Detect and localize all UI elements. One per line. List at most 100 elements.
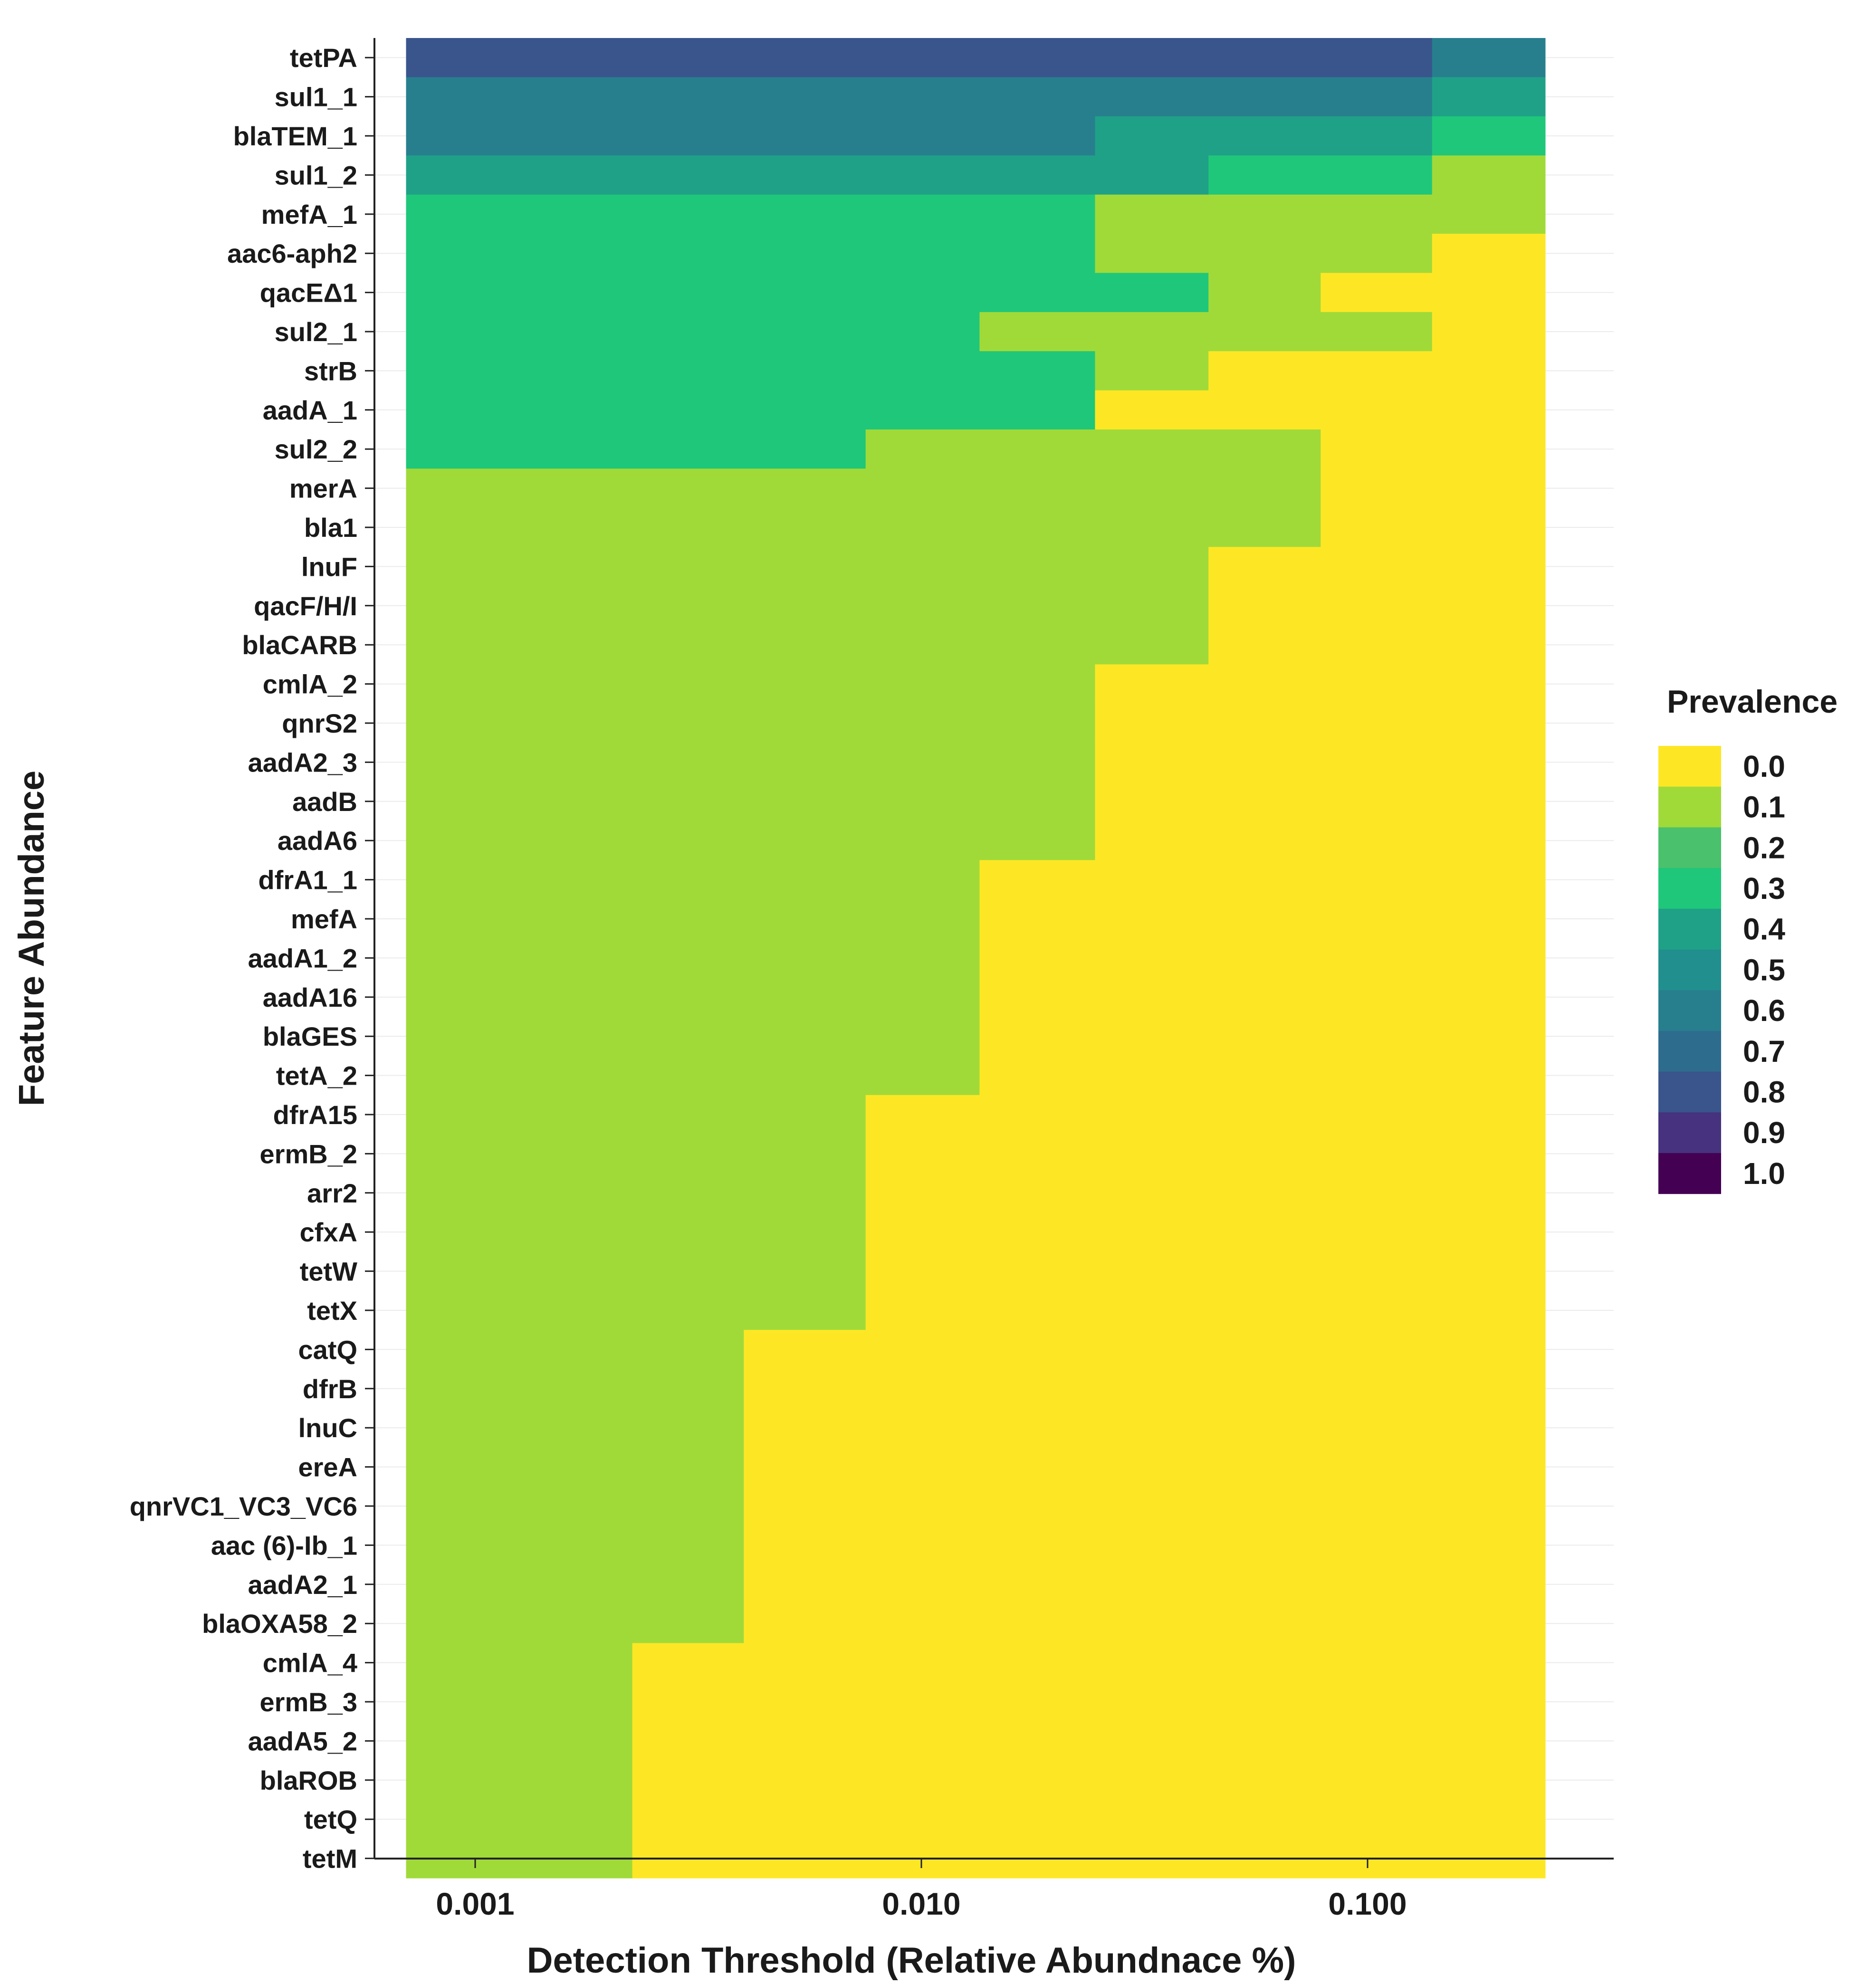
heatmap-cell bbox=[865, 390, 980, 430]
legend-swatch bbox=[1658, 786, 1721, 828]
heatmap-cell bbox=[744, 38, 866, 78]
heatmap-cell bbox=[518, 155, 633, 195]
y-tick-label: blaTEM_1 bbox=[233, 121, 357, 151]
heatmap-cell bbox=[1208, 77, 1321, 117]
heatmap-cell bbox=[744, 1564, 866, 1604]
heatmap-cell bbox=[518, 1526, 633, 1565]
heatmap-cell bbox=[1095, 860, 1209, 900]
heatmap-cell bbox=[744, 468, 866, 508]
heatmap-cell bbox=[1321, 77, 1433, 117]
heatmap-cell bbox=[1432, 1330, 1546, 1370]
y-tick-label: lnuC bbox=[298, 1413, 357, 1443]
heatmap-cell bbox=[1208, 821, 1321, 861]
legend-label: 0.4 bbox=[1743, 912, 1785, 946]
heatmap-cell bbox=[1432, 1800, 1546, 1840]
heatmap-cell bbox=[1095, 116, 1209, 156]
heatmap-cell bbox=[406, 234, 519, 274]
heatmap-cell bbox=[1321, 586, 1433, 626]
heatmap-cell bbox=[744, 1173, 866, 1213]
y-tick-labels: tetPA sul1_1 blaTEM_1 sul1_2 mefA_1 aac6-aph2… bbox=[130, 43, 357, 1873]
heatmap-cell bbox=[1208, 782, 1321, 821]
heatmap-cell bbox=[744, 77, 866, 117]
heatmap-cell bbox=[518, 1134, 633, 1174]
heatmap-cell bbox=[1208, 1526, 1321, 1565]
heatmap-cell bbox=[1432, 1369, 1546, 1409]
heatmap-cell bbox=[406, 743, 519, 782]
legend-label: 0.5 bbox=[1743, 953, 1785, 987]
heatmap-cell bbox=[979, 1526, 1096, 1565]
y-tick-label: mefA bbox=[291, 904, 357, 934]
heatmap-cells bbox=[406, 38, 1546, 1879]
heatmap-cell bbox=[632, 703, 745, 743]
heatmap-cell bbox=[865, 1800, 980, 1840]
heatmap-cell bbox=[1432, 1643, 1546, 1683]
heatmap-cell bbox=[865, 743, 980, 782]
heatmap-cell bbox=[1432, 507, 1546, 547]
heatmap-cell bbox=[518, 1212, 633, 1252]
heatmap-cell bbox=[1432, 468, 1546, 508]
heatmap-cell bbox=[632, 821, 745, 861]
heatmap-cell bbox=[979, 1721, 1096, 1761]
heatmap-cell bbox=[1321, 625, 1433, 665]
heatmap-cell bbox=[1095, 1800, 1209, 1840]
heatmap-cell bbox=[1208, 116, 1321, 156]
heatmap-cell bbox=[979, 1408, 1096, 1448]
heatmap-cell bbox=[1208, 977, 1321, 1017]
heatmap-cell bbox=[744, 429, 866, 469]
heatmap-cell bbox=[1321, 1134, 1433, 1174]
y-tick-label: qnrS2 bbox=[282, 708, 357, 738]
heatmap-cell bbox=[518, 1564, 633, 1604]
heatmap-cell bbox=[979, 1251, 1096, 1291]
heatmap-cell bbox=[1208, 429, 1321, 469]
legend-swatch bbox=[1658, 1030, 1721, 1072]
heatmap-cell bbox=[406, 155, 519, 195]
legend-label: 0.9 bbox=[1743, 1116, 1785, 1150]
heatmap-cell bbox=[865, 1604, 980, 1644]
heatmap-cell bbox=[1095, 899, 1209, 939]
y-tick-label: aac6-aph2 bbox=[227, 238, 357, 268]
heatmap-cell bbox=[979, 77, 1096, 117]
legend-swatch bbox=[1658, 868, 1721, 909]
heatmap-cell bbox=[632, 390, 745, 430]
heatmap-cell bbox=[518, 860, 633, 900]
heatmap-cell bbox=[1432, 1290, 1546, 1330]
heatmap-cell bbox=[406, 1017, 519, 1057]
heatmap-cell bbox=[1095, 77, 1209, 117]
heatmap-cell bbox=[632, 1447, 745, 1487]
legend-label: 0.2 bbox=[1743, 830, 1785, 865]
y-tick-label: merA bbox=[289, 474, 357, 504]
heatmap-cell bbox=[1095, 1212, 1209, 1252]
heatmap-cell bbox=[1208, 860, 1321, 900]
heatmap-cell bbox=[518, 977, 633, 1017]
heatmap-cell bbox=[1432, 390, 1546, 430]
heatmap-cell bbox=[1432, 1486, 1546, 1526]
heatmap-cell bbox=[518, 1173, 633, 1213]
heatmap-cell bbox=[406, 1721, 519, 1761]
y-tick-label: dfrA15 bbox=[273, 1100, 357, 1130]
heatmap-cell bbox=[1095, 703, 1209, 743]
heatmap-cell bbox=[1208, 273, 1321, 313]
heatmap-cell bbox=[632, 938, 745, 978]
heatmap-cell bbox=[1208, 194, 1321, 234]
heatmap-cell bbox=[979, 1447, 1096, 1487]
heatmap-cell bbox=[1208, 1604, 1321, 1644]
heatmap-cell bbox=[632, 507, 745, 547]
heatmap-cell bbox=[632, 1251, 745, 1291]
heatmap-cell bbox=[1321, 782, 1433, 821]
heatmap-cell bbox=[744, 1251, 866, 1291]
heatmap-cell bbox=[744, 1682, 866, 1722]
heatmap-cell bbox=[1432, 1212, 1546, 1252]
heatmap-cell bbox=[1208, 1800, 1321, 1840]
heatmap-cell bbox=[865, 1251, 980, 1291]
heatmap-cell bbox=[865, 1408, 980, 1448]
heatmap-cell bbox=[1208, 1447, 1321, 1487]
heatmap-cell bbox=[406, 1682, 519, 1722]
heatmap-cell bbox=[865, 507, 980, 547]
heatmap-cell bbox=[406, 194, 519, 234]
heatmap-cell bbox=[406, 782, 519, 821]
heatmap-cell bbox=[1321, 234, 1433, 274]
legend-label: 0.0 bbox=[1743, 749, 1785, 783]
heatmap-cell bbox=[979, 1800, 1096, 1840]
heatmap-cell bbox=[518, 1251, 633, 1291]
